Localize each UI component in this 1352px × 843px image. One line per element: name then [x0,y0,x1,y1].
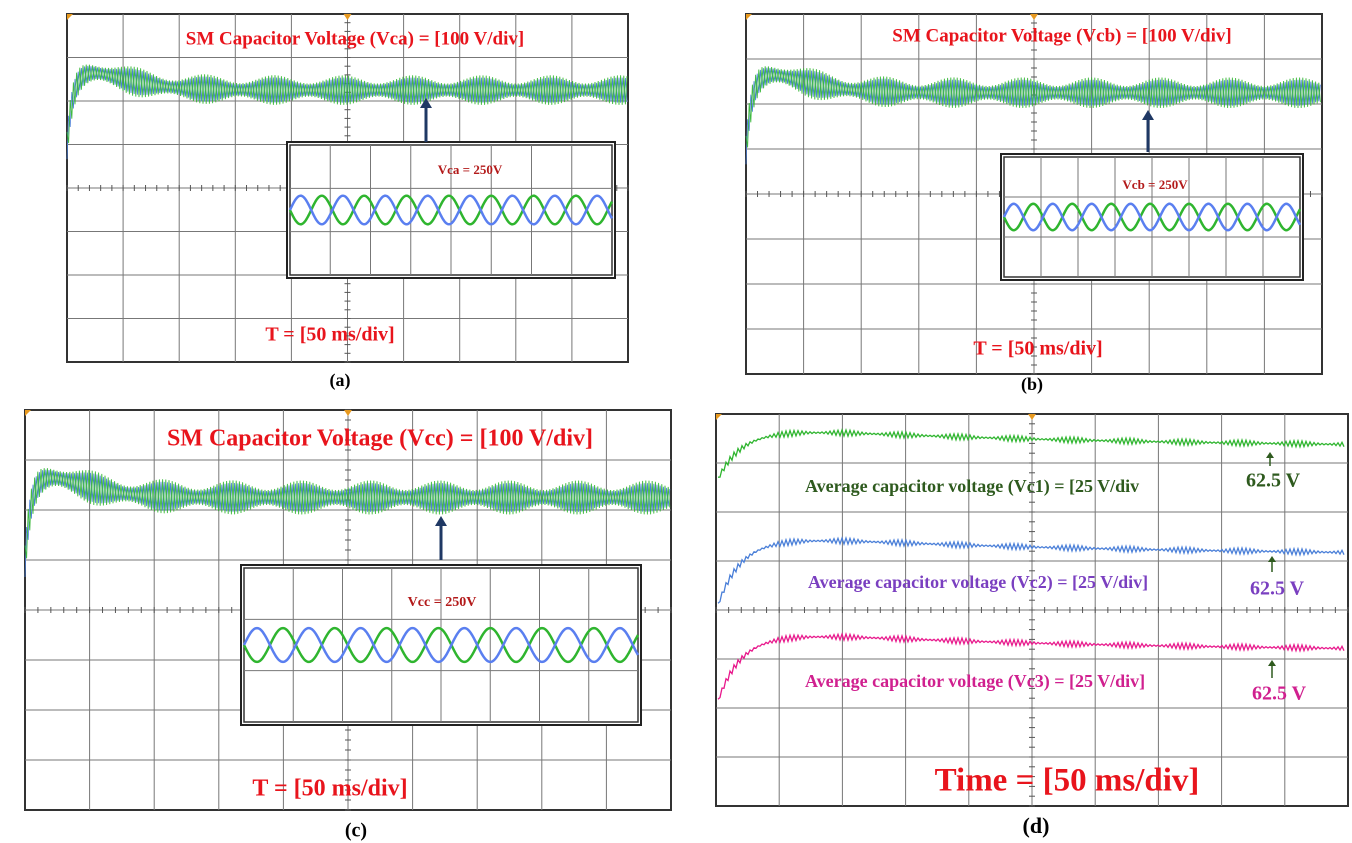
trace-label: Average capacitor voltage (Vc3) = [25 V/… [805,671,1145,692]
figure: SM Capacitor Voltage (Vca) = [100 V/div]… [0,0,1352,843]
scope-layer [25,14,1348,810]
panel-title: SM Capacitor Voltage (Vcb) = [100 V/div] [892,25,1231,46]
panel-label: (b) [1021,374,1043,395]
time-scale: Time = [50 ms/div] [935,763,1200,799]
trace-label: Average capacitor voltage (Vc1) = [25 V/… [805,476,1139,497]
time-scale: T = [50 ms/div] [252,776,407,802]
panel-title: SM Capacitor Voltage (Vca) = [100 V/div] [186,28,524,49]
trace-value: 62.5 V [1250,578,1305,600]
panel-label: (c) [345,820,367,842]
trace-value: 62.5 V [1252,683,1307,705]
inset-label: Vca = 250V [438,162,503,177]
time-scale: T = [50 ms/div] [265,324,394,346]
inset-label: Vcc = 250V [408,595,477,610]
time-scale: T = [50 ms/div] [973,338,1102,360]
trace-value: 62.5 V [1246,470,1301,492]
inset-label: Vcb = 250V [1122,177,1188,192]
panel-title: SM Capacitor Voltage (Vcc) = [100 V/div] [167,426,593,452]
panel-label: (d) [1023,813,1050,838]
trace-label: Average capacitor voltage (Vc2) = [25 V/… [808,572,1148,593]
panel-label: (a) [330,370,351,391]
